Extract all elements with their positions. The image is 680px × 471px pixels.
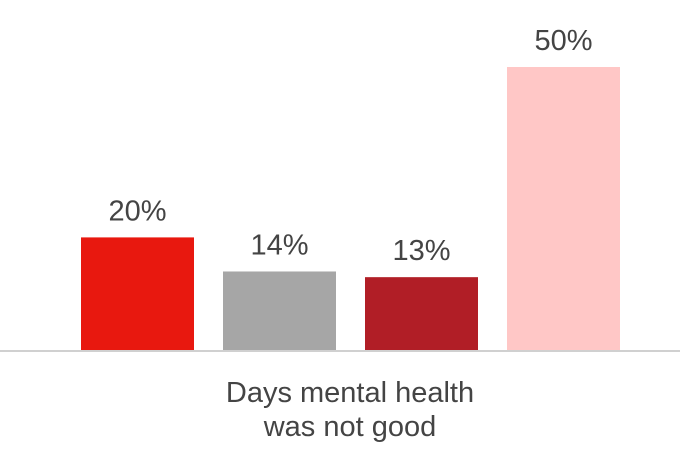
category-label-line-2: was not good — [263, 411, 437, 443]
category-label: Days mental health was not good — [0, 376, 680, 444]
category-label-line-1: Days mental health — [225, 377, 475, 409]
bar-1 — [81, 237, 194, 351]
bar-4 — [507, 67, 620, 351]
bar-2 — [223, 271, 336, 351]
data-label-4: 50% — [534, 25, 592, 57]
data-label-1: 20% — [108, 195, 166, 227]
bars-group — [81, 67, 620, 351]
bar-3 — [365, 277, 478, 351]
data-label-3: 13% — [392, 235, 450, 267]
data-label-2: 14% — [250, 229, 308, 261]
data-labels-group: 20% 14% 13% 50% — [108, 25, 592, 267]
